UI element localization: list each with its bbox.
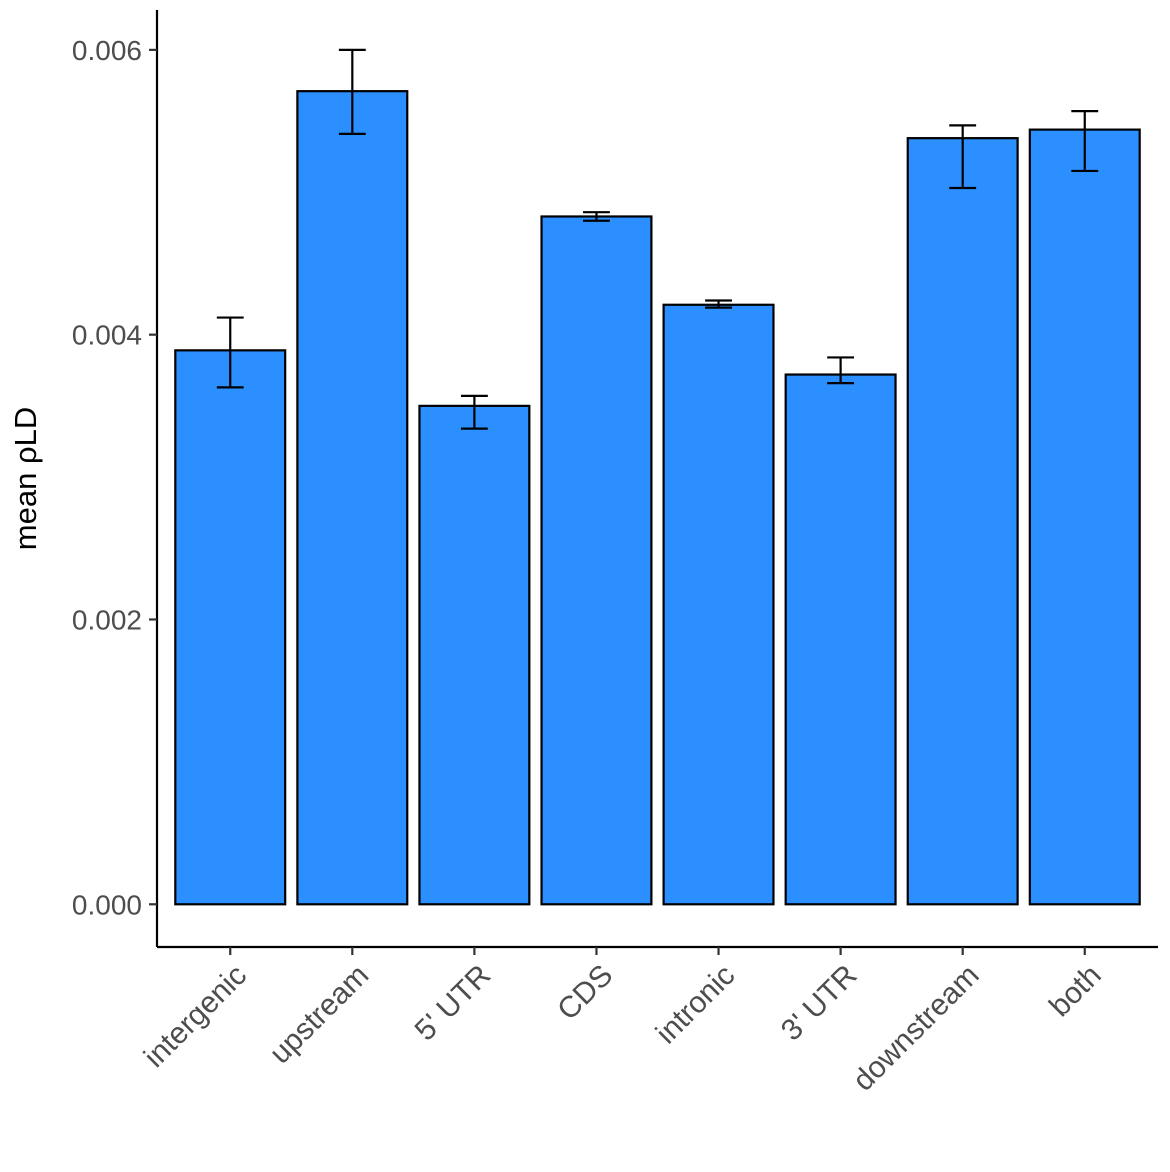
y-tick-label: 0.004	[72, 320, 142, 351]
error-bar	[949, 124, 977, 190]
x-tick-label: both	[1043, 959, 1108, 1024]
bar-upstream	[296, 90, 409, 906]
axes-layer	[155, 10, 1158, 949]
y-tick-label: 0.000	[72, 889, 142, 920]
bar-5-utr	[418, 404, 531, 906]
error-bar	[1071, 110, 1099, 173]
error-bar	[583, 211, 610, 222]
bar-both	[1028, 128, 1141, 906]
error-bar	[338, 48, 366, 135]
x-tick-label: downstream	[847, 959, 986, 1098]
error-bar	[705, 299, 732, 309]
x-tick-label: intergenic	[138, 959, 253, 1074]
error-bar	[216, 316, 244, 389]
x-axis-ticks: intergenic upstream 5' UTR CDS intronic 3' UT…	[138, 947, 1108, 1097]
y-tick-label: 0.006	[72, 35, 142, 66]
bar-downstream	[906, 137, 1019, 906]
x-tick-label: intronic	[650, 959, 742, 1051]
error-bar	[460, 394, 488, 430]
y-tick-label: 0.002	[72, 604, 142, 635]
error-bars-layer	[216, 48, 1099, 430]
bar-intergenic	[174, 349, 287, 906]
y-axis-ticks: 0.000 0.002 0.004 0.006	[72, 35, 157, 920]
bar-cds	[540, 215, 653, 906]
bar-3-utr	[784, 373, 897, 906]
x-tick-label: upstream	[263, 959, 375, 1071]
bar-intronic	[662, 303, 775, 906]
x-tick-label: CDS	[551, 959, 619, 1027]
x-tick-label: 5' UTR	[409, 959, 498, 1048]
x-tick-label: 3' UTR	[775, 959, 864, 1048]
y-axis-title: mean ρLD	[8, 407, 43, 550]
error-bar	[827, 356, 855, 385]
bars-layer	[174, 90, 1141, 906]
